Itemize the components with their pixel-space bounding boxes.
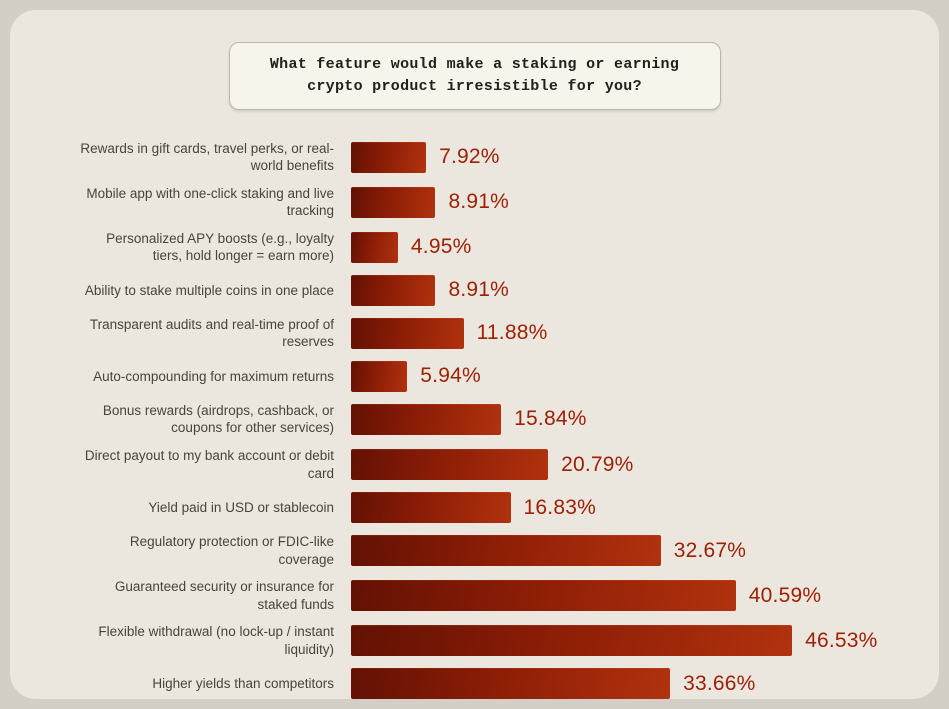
- category-label: Bonus rewards (airdrops, cashback, or co…: [102, 402, 334, 436]
- bar: [351, 535, 661, 567]
- bar-row: Mobile app with one-click staking and li…: [74, 185, 919, 220]
- bar: [351, 317, 464, 349]
- bar-area: 8.91%: [351, 274, 919, 306]
- bar-area: 16.83%: [351, 492, 919, 524]
- bar: [351, 449, 549, 481]
- bar-area: 15.84%: [351, 403, 919, 435]
- bar-row: Flexible withdrawal (no lock-up / instan…: [74, 623, 919, 658]
- category-label: Rewards in gift cards, travel perks, or …: [80, 140, 334, 174]
- bar-area: 46.53%: [351, 625, 919, 657]
- bar-row: Direct payout to my bank account or debi…: [74, 447, 919, 482]
- category-label: Auto-compounding for maximum returns: [93, 368, 334, 384]
- bar-area: 8.91%: [351, 186, 919, 218]
- title-container: What feature would make a staking or ear…: [10, 42, 939, 110]
- bar-row: Rewards in gift cards, travel perks, or …: [74, 140, 919, 175]
- value-label: 32.67%: [673, 538, 747, 562]
- category-label: Higher yields than competitors: [152, 676, 334, 692]
- category-label: Yield paid in USD or stablecoin: [148, 499, 334, 515]
- category-label: Direct payout to my bank account or debi…: [84, 447, 334, 481]
- value-label: 20.79%: [561, 452, 634, 476]
- chart-title: What feature would make a staking or ear…: [269, 56, 680, 95]
- bar: [351, 231, 398, 263]
- chart-card: What feature would make a staking or ear…: [10, 10, 939, 700]
- value-label: 7.92%: [439, 145, 500, 169]
- bar-row: Yield paid in USD or stablecoin 16.83%: [74, 492, 919, 524]
- bar-row: Regulatory protection or FDIC-like cover…: [74, 533, 919, 568]
- bar: [351, 492, 511, 524]
- bar: [351, 668, 671, 700]
- bar-area: 32.67%: [351, 535, 919, 567]
- bar-row: Transparent audits and real-time proof o…: [74, 316, 919, 351]
- value-label: 4.95%: [410, 235, 472, 259]
- category-label: Flexible withdrawal (no lock-up / instan…: [98, 624, 334, 657]
- bar: [351, 580, 736, 612]
- bar: [351, 141, 427, 173]
- bar-area: 7.92%: [351, 141, 919, 173]
- bar-row: Auto-compounding for maximum returns 5.9…: [74, 360, 919, 392]
- bar-chart: Rewards in gift cards, travel perks, or …: [10, 140, 939, 700]
- bar: [351, 403, 502, 435]
- bar-row: Ability to stake multiple coins in one p…: [74, 274, 919, 306]
- bar-area: 11.88%: [351, 317, 919, 349]
- value-label: 33.66%: [683, 671, 756, 695]
- bar-row: Higher yields than competitors 33.66%: [74, 668, 919, 700]
- category-label: Personalized APY boosts (e.g., loyalty t…: [106, 230, 334, 264]
- value-label: 8.91%: [448, 190, 509, 214]
- bar: [351, 274, 436, 306]
- bar-row: Bonus rewards (airdrops, cashback, or co…: [74, 402, 919, 437]
- value-label: 11.88%: [476, 321, 548, 345]
- value-label: 8.91%: [448, 278, 509, 302]
- value-label: 15.84%: [514, 407, 587, 431]
- category-label: Transparent audits and real-time proof o…: [89, 316, 334, 350]
- value-label: 16.83%: [523, 495, 596, 519]
- bar-area: 5.94%: [351, 360, 919, 392]
- bar: [351, 186, 436, 218]
- category-label: Regulatory protection or FDIC-like cover…: [129, 534, 334, 567]
- category-label: Guaranteed security or insurance for sta…: [114, 579, 334, 612]
- bar-area: 33.66%: [351, 668, 919, 700]
- bar-area: 20.79%: [351, 449, 919, 481]
- bar: [351, 625, 793, 657]
- bar-row: Guaranteed security or insurance for sta…: [74, 578, 919, 613]
- bar-area: 40.59%: [351, 580, 919, 612]
- title-box: What feature would make a staking or ear…: [228, 42, 721, 110]
- bar: [351, 360, 408, 392]
- bar-row: Personalized APY boosts (e.g., loyalty t…: [74, 230, 919, 265]
- value-label: 46.53%: [805, 628, 878, 652]
- value-label: 40.59%: [748, 583, 822, 607]
- bar-area: 4.95%: [351, 231, 919, 263]
- category-label: Mobile app with one-click staking and li…: [86, 185, 334, 219]
- category-label: Ability to stake multiple coins in one p…: [84, 282, 334, 298]
- value-label: 5.94%: [420, 364, 481, 388]
